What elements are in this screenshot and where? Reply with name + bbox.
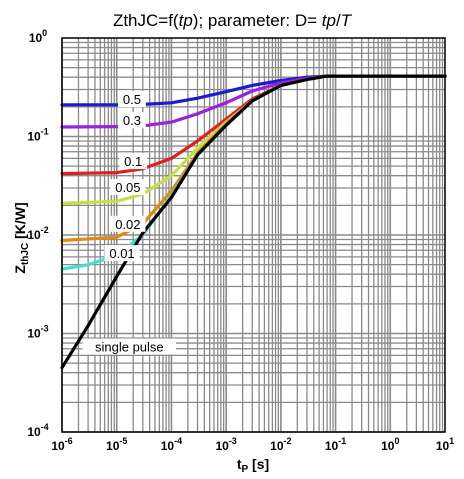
x-tick-label: 100 <box>381 436 399 453</box>
x-tick-label: 10-1 <box>325 436 346 453</box>
x-tick-label: 10-6 <box>51 436 72 453</box>
x-tick-label: 101 <box>436 436 454 453</box>
y-tick-label: 100 <box>29 28 47 45</box>
series-label-bg <box>118 112 146 129</box>
x-tick-label: 10-4 <box>161 436 182 453</box>
y-axis-label: ZthJC [K/W] <box>12 202 31 273</box>
y-tick-label: 10-4 <box>27 422 48 439</box>
series-label: single pulse <box>95 340 164 355</box>
x-tick-label: 10-5 <box>106 436 127 453</box>
y-tick-label: 10-2 <box>27 225 48 242</box>
series-label-bg <box>104 245 140 262</box>
series-label-bg <box>110 179 146 196</box>
x-axis-label: tP [s] <box>237 456 269 475</box>
x-tick-label: 10-2 <box>270 436 291 453</box>
series-label: 0.1 <box>124 154 142 169</box>
series-labels: 0.5 0.3 0.1 0.05 0.02 0.01 single pulse <box>82 90 177 355</box>
y-tick-label: 10-1 <box>27 127 48 144</box>
y-tick-label: 10-3 <box>27 324 48 341</box>
series-label-bg <box>119 153 148 170</box>
x-tick-labels: 10-6 10-5 10-4 10-3 10-2 10-1 100 101 <box>51 436 454 453</box>
series-label-bg <box>118 90 146 107</box>
series-label: 0.05 <box>115 180 140 195</box>
plot-frame <box>61 37 446 433</box>
chart-title: ZthJC=f(tp); parameter: D= tp/T <box>113 11 353 30</box>
series-label: 0.02 <box>115 217 140 232</box>
series-label-bg <box>82 338 177 355</box>
series-label-bg <box>110 215 146 232</box>
series-line-single-pulse <box>60 74 447 370</box>
series-label: 0.3 <box>123 113 141 128</box>
series-label: 0.01 <box>109 246 134 261</box>
y-tick-labels: 10-4 10-3 10-2 10-1 100 <box>27 28 48 439</box>
x-tick-label: 10-3 <box>215 436 236 453</box>
series-label: 0.5 <box>123 92 141 107</box>
